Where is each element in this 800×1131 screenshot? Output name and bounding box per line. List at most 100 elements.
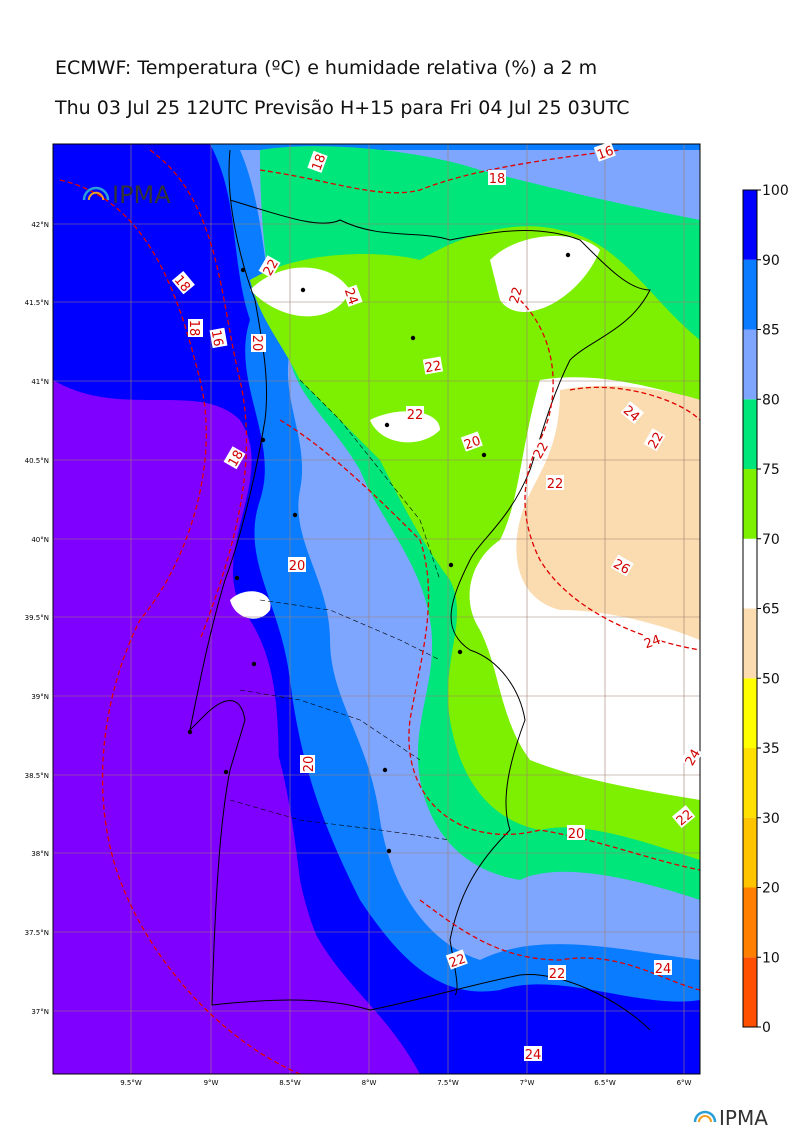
lon-label: 6.5°W xyxy=(594,1079,616,1087)
lat-label: 37°N xyxy=(31,1008,49,1016)
title: ECMWF: Temperatura (ºC) e humidade relat… xyxy=(55,57,598,79)
city-dot xyxy=(300,287,306,293)
colorbar-tick-label: 65 xyxy=(762,602,780,618)
contour-label: 16 xyxy=(208,327,228,349)
colorbar-segment xyxy=(743,329,757,400)
lat-label: 38°N xyxy=(31,850,49,858)
lat-label: 41.5°N xyxy=(25,299,49,307)
colorbar-tick-label: 75 xyxy=(762,462,780,478)
contour-label-bg xyxy=(488,170,506,185)
logo-text: IPMA xyxy=(112,181,171,209)
contour-label-text: 24 xyxy=(525,1048,542,1063)
contour-label: 22 xyxy=(643,428,667,452)
colorbar-segment xyxy=(743,190,757,260)
colorbar-tick-label: 100 xyxy=(762,183,789,199)
contour-label-bg xyxy=(504,284,525,306)
contour-label: 22 xyxy=(406,406,424,423)
contour-label-bg xyxy=(671,805,696,829)
contour-label-bg xyxy=(300,755,315,773)
lon-label: 9°W xyxy=(204,1079,219,1087)
colorbar-segment xyxy=(743,748,757,818)
contour-label: 20 xyxy=(300,755,317,773)
contour-label-text: 18 xyxy=(186,320,201,337)
city-dot xyxy=(240,267,246,273)
colorbar-tick-label: 80 xyxy=(762,392,780,408)
contour-label-bg xyxy=(171,270,195,295)
lat-label: 40°N xyxy=(31,536,49,544)
contour-label-text: 26 xyxy=(610,557,632,578)
colorbar-tick-label: 70 xyxy=(762,532,780,548)
contour-label: 18 xyxy=(488,170,506,187)
contour-label-bg xyxy=(223,446,246,470)
colorbar-tick-label: 35 xyxy=(762,741,780,757)
contour-label-text: 20 xyxy=(568,827,585,842)
contour-label-text: 24 xyxy=(341,286,361,307)
map-frame xyxy=(52,143,701,1075)
contour-label-bg xyxy=(288,557,306,572)
contour-label: 24 xyxy=(341,284,363,307)
contour-label-bg xyxy=(251,334,266,352)
lon-label: 9.5°W xyxy=(120,1079,142,1087)
contour-label: 26 xyxy=(610,554,634,578)
contour-label: 22 xyxy=(548,965,566,982)
contour-label-text: 24 xyxy=(642,633,663,653)
contour-label-bg xyxy=(680,745,703,769)
city-dot xyxy=(251,661,257,667)
city-dot xyxy=(481,452,487,458)
lat-label: 39.5°N xyxy=(25,614,49,622)
coastline xyxy=(189,149,651,1031)
colorbar-tick-label: 85 xyxy=(762,323,780,339)
city-dot xyxy=(260,437,266,443)
contour-label: 22 xyxy=(445,949,468,972)
contour-label: 22 xyxy=(258,255,282,279)
city-dot xyxy=(292,512,298,518)
lon-label: 7.5°W xyxy=(437,1079,459,1087)
colorbar-segment xyxy=(743,469,757,539)
colorbar-tick-label: 50 xyxy=(762,671,780,687)
lon-label: 8°W xyxy=(362,1079,377,1087)
lon-label: 8.5°W xyxy=(279,1079,301,1087)
contour-label: 16 xyxy=(593,141,616,163)
contour-label-bg xyxy=(546,475,564,490)
colorbar-segment xyxy=(743,887,757,958)
contour-label-text: 18 xyxy=(489,172,506,187)
city-dot xyxy=(223,769,229,775)
contour-label-text: 22 xyxy=(407,408,424,423)
humidity-field xyxy=(53,144,700,1074)
contour-label-text: 16 xyxy=(208,329,226,348)
contour-label-text: 24 xyxy=(683,747,704,769)
contour-label-text: 22 xyxy=(549,967,566,982)
colorbar-segment xyxy=(743,608,757,679)
lat-label: 42°N xyxy=(31,221,49,229)
colorbar-tick-label: 0 xyxy=(762,1020,771,1036)
logo-arc xyxy=(82,186,110,201)
city-dot xyxy=(410,335,416,341)
contour-label-bg xyxy=(445,949,468,970)
city-dot xyxy=(384,422,390,428)
contour-label: 24 xyxy=(640,630,663,653)
contour-label: 24 xyxy=(524,1046,542,1063)
contour-label-bg xyxy=(524,1046,542,1061)
contour-label-text: 20 xyxy=(462,434,483,454)
logo-arc xyxy=(87,191,105,201)
lat-label: 41°N xyxy=(31,378,49,386)
colorbar-segment xyxy=(743,678,757,748)
lon-label: 6°W xyxy=(677,1079,692,1087)
colorbar-segment xyxy=(743,538,757,609)
contour-label-text: 20 xyxy=(249,335,264,352)
contour-label: 20 xyxy=(288,557,306,574)
logo-text: IPMA xyxy=(719,1106,768,1130)
contour-label-text: 22 xyxy=(646,430,667,452)
subtitle: Thu 03 Jul 25 12UTC Previsão H+15 para F… xyxy=(55,97,630,119)
colorbar-tick-label: 90 xyxy=(762,253,780,269)
contour-label-text: 22 xyxy=(261,257,282,279)
colorbar-segment xyxy=(743,259,757,330)
contour-label-bg xyxy=(460,431,483,452)
contour-label-bg xyxy=(548,965,566,980)
contour-label: 20 xyxy=(249,334,266,352)
lat-label: 39°N xyxy=(31,693,49,701)
contour-label: 22 xyxy=(528,438,552,462)
contour-label-text: 22 xyxy=(447,952,468,972)
contour-label: 20 xyxy=(567,825,585,842)
contour-label-bg xyxy=(209,327,228,349)
